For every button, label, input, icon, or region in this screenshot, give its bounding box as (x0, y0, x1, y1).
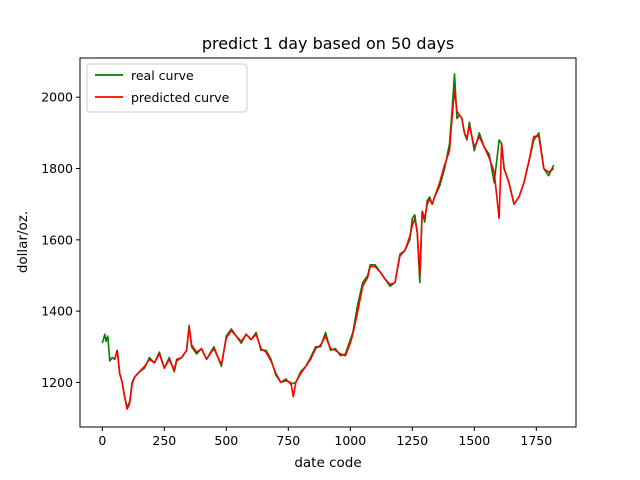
legend-label-real: real curve (131, 68, 194, 83)
legend-box (86, 63, 248, 113)
x-axis-label: date code (294, 455, 361, 471)
x-tick-label: 1750 (520, 433, 552, 448)
x-tick-label: 750 (276, 433, 300, 448)
lines-layer (101, 73, 555, 411)
y-tick-label: 1800 (41, 161, 73, 176)
legend-label-predicted: predicted curve (131, 90, 230, 105)
x-tick-label: 1500 (458, 433, 490, 448)
y-tick-label: 1400 (41, 304, 73, 319)
x-axis: 0 250 500 750 1000 1250 1500 1750 (98, 427, 552, 448)
plot-frame (79, 57, 577, 428)
legend: real curve predicted curve (86, 63, 248, 113)
x-tick-label: 0 (98, 433, 106, 448)
x-tick-label: 500 (214, 433, 238, 448)
x-tick-label: 1250 (396, 433, 428, 448)
chart-title: predict 1 day based on 50 days (202, 34, 454, 53)
x-tick-label: 250 (152, 433, 176, 448)
y-tick-label: 2000 (41, 90, 73, 105)
series-predicted-curve (113, 89, 555, 411)
y-axis-label: dollar/oz. (15, 211, 31, 273)
y-tick-label: 1600 (41, 232, 73, 247)
x-tick-label: 1000 (334, 433, 366, 448)
y-tick-label: 1200 (41, 375, 73, 390)
y-axis: 1200 1400 1600 1800 2000 (41, 90, 80, 390)
